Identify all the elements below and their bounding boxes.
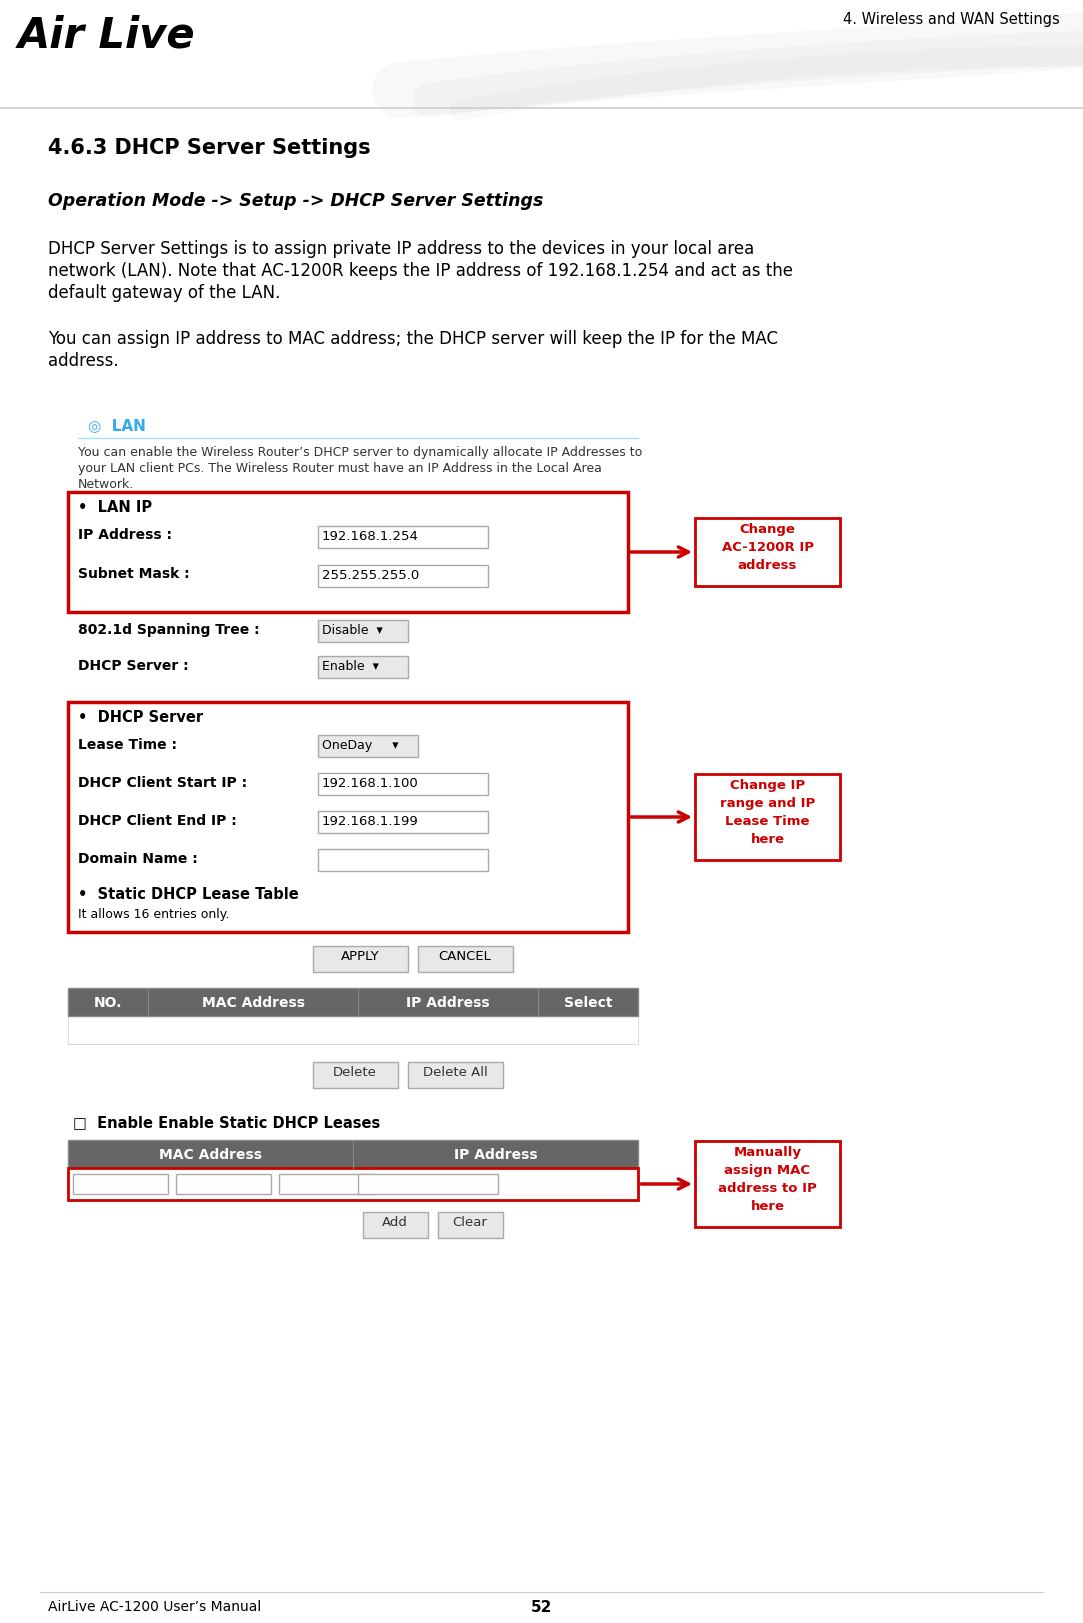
- Text: APPLY: APPLY: [341, 949, 379, 962]
- Text: Clear: Clear: [453, 1216, 487, 1229]
- FancyBboxPatch shape: [418, 946, 513, 972]
- Text: MAC Address: MAC Address: [159, 1147, 262, 1162]
- FancyBboxPatch shape: [313, 1061, 397, 1087]
- Text: DHCP Server Settings is to assign private IP address to the devices in your loca: DHCP Server Settings is to assign privat…: [48, 240, 754, 258]
- Text: 4.6.3 DHCP Server Settings: 4.6.3 DHCP Server Settings: [48, 138, 370, 157]
- Text: •  LAN IP: • LAN IP: [78, 500, 152, 514]
- Text: 255.255.255.0: 255.255.255.0: [322, 570, 419, 583]
- Text: 4. Wireless and WAN Settings: 4. Wireless and WAN Settings: [844, 11, 1060, 28]
- FancyBboxPatch shape: [68, 703, 628, 932]
- Text: MAC Address: MAC Address: [201, 997, 304, 1010]
- FancyBboxPatch shape: [363, 1212, 428, 1238]
- Text: •  DHCP Server: • DHCP Server: [78, 709, 204, 725]
- Text: IP Address: IP Address: [406, 997, 490, 1010]
- Text: Change IP
range and IP
Lease Time
here: Change IP range and IP Lease Time here: [720, 779, 815, 846]
- FancyBboxPatch shape: [68, 1139, 638, 1169]
- FancyBboxPatch shape: [318, 812, 488, 833]
- FancyBboxPatch shape: [438, 1212, 503, 1238]
- Text: Delete: Delete: [334, 1066, 377, 1079]
- Text: Manually
assign MAC
address to IP
here: Manually assign MAC address to IP here: [718, 1146, 817, 1212]
- Text: NO.: NO.: [94, 997, 122, 1010]
- Text: AirLive AC-1200 User’s Manual: AirLive AC-1200 User’s Manual: [48, 1600, 261, 1613]
- Text: Add: Add: [382, 1216, 408, 1229]
- Text: Disable  ▾: Disable ▾: [322, 623, 382, 636]
- Text: Lease Time :: Lease Time :: [78, 738, 177, 751]
- FancyBboxPatch shape: [313, 946, 408, 972]
- FancyBboxPatch shape: [318, 735, 418, 756]
- Text: DHCP Client End IP :: DHCP Client End IP :: [78, 815, 237, 828]
- FancyBboxPatch shape: [279, 1173, 374, 1195]
- FancyBboxPatch shape: [318, 849, 488, 872]
- FancyBboxPatch shape: [177, 1173, 271, 1195]
- Text: ◎  LAN: ◎ LAN: [88, 419, 146, 433]
- FancyBboxPatch shape: [68, 492, 628, 612]
- FancyBboxPatch shape: [68, 1016, 638, 1044]
- Text: DHCP Client Start IP :: DHCP Client Start IP :: [78, 776, 247, 790]
- Text: 192.168.1.199: 192.168.1.199: [322, 815, 419, 828]
- Text: CANCEL: CANCEL: [439, 949, 492, 962]
- Text: You can enable the Wireless Router’s DHCP server to dynamically allocate IP Addr: You can enable the Wireless Router’s DHC…: [78, 446, 642, 459]
- FancyBboxPatch shape: [318, 656, 408, 678]
- Text: 192.168.1.254: 192.168.1.254: [322, 531, 419, 544]
- Text: Change
AC-1200R IP
address: Change AC-1200R IP address: [721, 523, 813, 571]
- Text: IP Address: IP Address: [454, 1147, 537, 1162]
- FancyBboxPatch shape: [318, 565, 488, 588]
- FancyBboxPatch shape: [318, 620, 408, 643]
- Text: OneDay     ▾: OneDay ▾: [322, 738, 399, 751]
- FancyBboxPatch shape: [695, 1141, 840, 1227]
- Text: DHCP Server :: DHCP Server :: [78, 659, 188, 674]
- Text: Enable  ▾: Enable ▾: [322, 661, 379, 674]
- FancyBboxPatch shape: [68, 1169, 638, 1199]
- Text: IP Address :: IP Address :: [78, 527, 172, 542]
- Text: 802.1d Spanning Tree :: 802.1d Spanning Tree :: [78, 623, 260, 636]
- Text: Operation Mode -> Setup -> DHCP Server Settings: Operation Mode -> Setup -> DHCP Server S…: [48, 192, 544, 209]
- Text: address.: address.: [48, 352, 119, 370]
- FancyBboxPatch shape: [73, 1173, 168, 1195]
- Text: Domain Name :: Domain Name :: [78, 852, 198, 867]
- Text: Delete All: Delete All: [422, 1066, 487, 1079]
- FancyBboxPatch shape: [695, 774, 840, 860]
- Text: Network.: Network.: [78, 479, 134, 492]
- Text: It allows 16 entries only.: It allows 16 entries only.: [78, 907, 230, 920]
- Text: •  Static DHCP Lease Table: • Static DHCP Lease Table: [78, 888, 299, 902]
- Text: default gateway of the LAN.: default gateway of the LAN.: [48, 284, 280, 302]
- FancyBboxPatch shape: [318, 773, 488, 795]
- Text: Air Live: Air Live: [18, 15, 196, 57]
- Text: Select: Select: [564, 997, 612, 1010]
- FancyBboxPatch shape: [408, 1061, 503, 1087]
- FancyBboxPatch shape: [695, 518, 840, 586]
- FancyBboxPatch shape: [358, 1173, 498, 1195]
- Text: 52: 52: [531, 1600, 551, 1615]
- FancyBboxPatch shape: [68, 988, 638, 1016]
- Text: You can assign IP address to MAC address; the DHCP server will keep the IP for t: You can assign IP address to MAC address…: [48, 329, 778, 347]
- Text: □  Enable Enable Static DHCP Leases: □ Enable Enable Static DHCP Leases: [73, 1115, 380, 1130]
- Text: 192.168.1.100: 192.168.1.100: [322, 777, 419, 790]
- Text: your LAN client PCs. The Wireless Router must have an IP Address in the Local Ar: your LAN client PCs. The Wireless Router…: [78, 463, 602, 476]
- Text: Subnet Mask :: Subnet Mask :: [78, 566, 190, 581]
- Text: network (LAN). Note that AC-1200R keeps the IP address of 192.168.1.254 and act : network (LAN). Note that AC-1200R keeps …: [48, 261, 793, 281]
- FancyBboxPatch shape: [318, 526, 488, 549]
